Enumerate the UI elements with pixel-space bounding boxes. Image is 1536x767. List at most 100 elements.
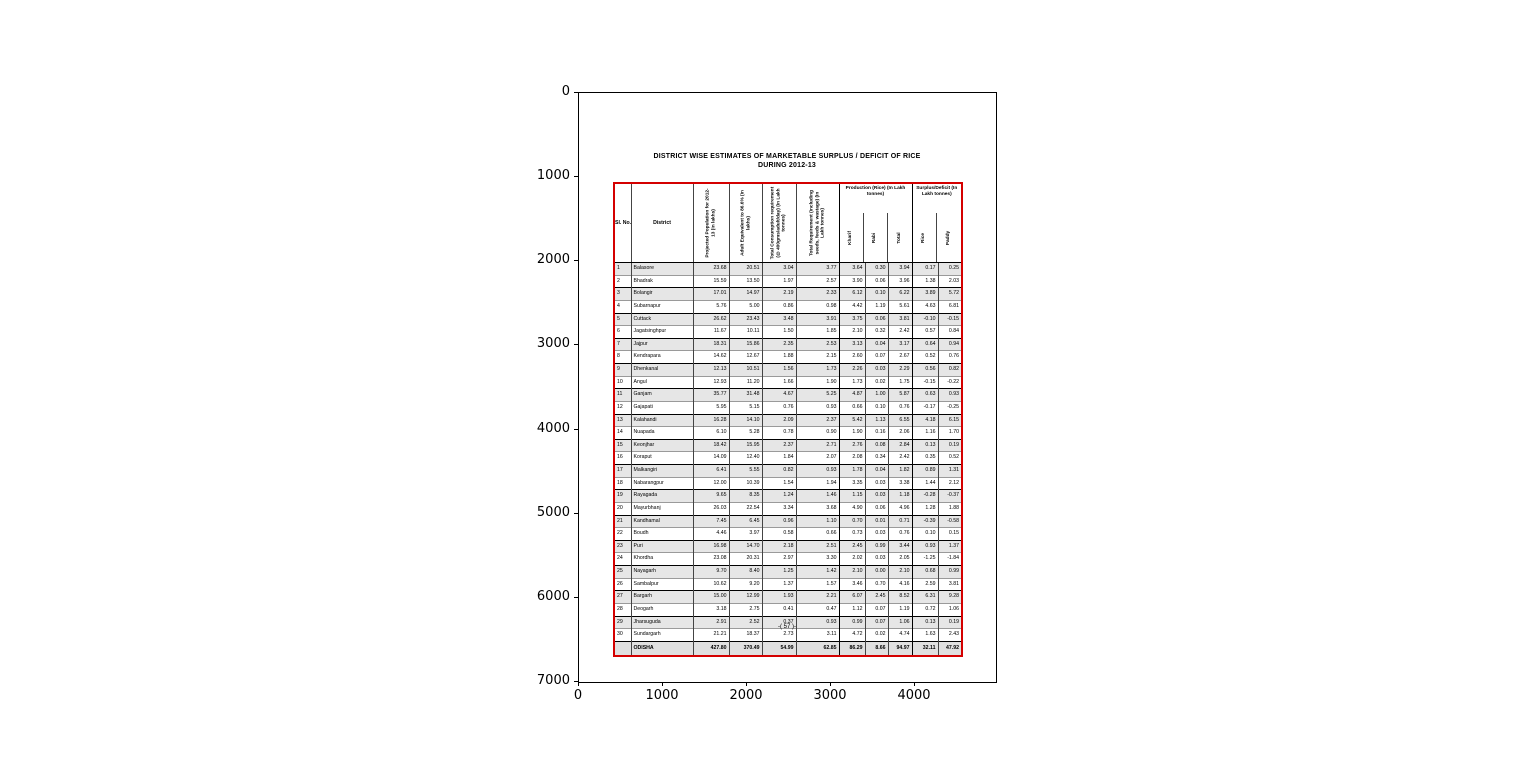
value-cell: 14.10 bbox=[728, 413, 762, 427]
value-cell: 62.85 bbox=[795, 640, 839, 656]
y-tick-label: 5000 bbox=[536, 504, 570, 520]
value-cell: 18.37 bbox=[728, 628, 762, 642]
value-cell: 0.82 bbox=[937, 363, 963, 377]
district-cell: Sambalpur bbox=[630, 577, 693, 591]
value-cell: 0.56 bbox=[911, 363, 938, 377]
table-row: 7 Jajpur 18.31 15.86 2.35 2.53 3.13 0.04 3.17 0.6… bbox=[613, 337, 963, 351]
value-cell: 15.86 bbox=[728, 337, 762, 351]
value-cell: 3.81 bbox=[887, 312, 912, 326]
value-cell: 1.38 bbox=[911, 274, 938, 288]
value-cell: 0.34 bbox=[864, 451, 888, 465]
district-cell: Jharsuguda bbox=[630, 615, 693, 629]
value-cell: 2.29 bbox=[887, 363, 912, 377]
value-cell: 4.42 bbox=[838, 299, 865, 313]
value-cell: 0.78 bbox=[761, 426, 796, 440]
district-cell: Cuttack bbox=[630, 312, 693, 326]
value-cell: 3.17 bbox=[887, 337, 912, 351]
value-cell: 5.76 bbox=[692, 299, 729, 313]
value-cell: 12.99 bbox=[728, 590, 762, 604]
value-cell: 2.10 bbox=[838, 565, 865, 579]
value-cell: 2.84 bbox=[887, 438, 912, 452]
value-cell: 1.12 bbox=[838, 602, 865, 616]
value-cell: 3.75 bbox=[838, 312, 865, 326]
value-cell: 2.51 bbox=[795, 539, 839, 553]
value-cell: 0.63 bbox=[911, 388, 938, 402]
value-cell: 6.15 bbox=[937, 413, 963, 427]
value-cell: 2.02 bbox=[838, 552, 865, 566]
table-row: 21 Kandhamal 7.45 6.45 0.96 1.10 0.70 0.01 0.71-… bbox=[613, 514, 963, 528]
value-cell: 12 bbox=[613, 400, 631, 414]
header-rabi: Rabi bbox=[862, 213, 887, 262]
surplus-deficit-table: Sl. No. District Projected Population fo… bbox=[613, 182, 964, 657]
value-cell: 0.19 bbox=[937, 615, 963, 629]
table-row: 15 Keonjhar 18.42 15.95 2.37 2.71 2.76 0.08 2.84… bbox=[613, 438, 963, 452]
district-cell: Subarnapur bbox=[630, 299, 693, 313]
value-cell: 2.45 bbox=[838, 539, 865, 553]
value-cell: 16.28 bbox=[692, 413, 729, 427]
table-row: 2 Bhadrak 15.59 13.50 1.97 2.57 3.90 0.06 3.96 1.… bbox=[613, 274, 963, 288]
value-cell: 2.26 bbox=[838, 363, 865, 377]
value-cell: 4.87 bbox=[838, 388, 865, 402]
value-cell: 2.57 bbox=[795, 274, 839, 288]
value-cell: 2.42 bbox=[887, 451, 912, 465]
value-cell: 0.01 bbox=[864, 514, 888, 528]
value-cell: 2.76 bbox=[838, 438, 865, 452]
value-cell: 2 bbox=[613, 274, 631, 288]
table-total-row: ODISHA 427.80 370.49 54.99 62.85 86.29 8.66 94.… bbox=[613, 640, 963, 656]
value-cell: 2.08 bbox=[838, 451, 865, 465]
x-tick-mark bbox=[578, 682, 579, 686]
value-cell: 1.19 bbox=[864, 299, 888, 313]
value-cell: 1.16 bbox=[911, 426, 938, 440]
value-cell: 0.10 bbox=[911, 527, 938, 541]
value-cell: 26.62 bbox=[692, 312, 729, 326]
x-tick-mark bbox=[914, 682, 915, 686]
y-tick-label: 3000 bbox=[536, 336, 570, 352]
table-body: 1 Balasore 23.68 20.51 3.04 3.77 3.64 0.30 3.94 0… bbox=[613, 262, 963, 642]
value-cell: 1.42 bbox=[795, 565, 839, 579]
value-cell: 14 bbox=[613, 426, 631, 440]
value-cell: 5.55 bbox=[728, 464, 762, 478]
header-paddy: Paddy bbox=[936, 213, 961, 262]
x-tick-label: 1000 bbox=[645, 688, 679, 703]
value-cell: 0.15 bbox=[937, 527, 963, 541]
value-cell: 2.42 bbox=[887, 325, 912, 339]
value-cell: 0.02 bbox=[864, 628, 888, 642]
value-cell: 12.67 bbox=[728, 350, 762, 364]
value-cell: 0.47 bbox=[795, 602, 839, 616]
value-cell: 17.01 bbox=[692, 287, 729, 301]
value-cell: 0.16 bbox=[864, 426, 888, 440]
value-cell: 22.54 bbox=[728, 501, 762, 515]
value-cell: 0.03 bbox=[864, 363, 888, 377]
table-title-line1: DISTRICT WISE ESTIMATES OF MARKETABLE SU… bbox=[653, 153, 921, 160]
value-cell: 5.72 bbox=[937, 287, 963, 301]
value-cell: 2.53 bbox=[795, 337, 839, 351]
value-cell: 1.15 bbox=[838, 489, 865, 503]
value-cell: 3.91 bbox=[795, 312, 839, 326]
value-cell: 12.00 bbox=[692, 476, 729, 490]
value-cell: 0.25 bbox=[937, 262, 963, 276]
value-cell: 0.41 bbox=[761, 602, 796, 616]
table-row: 13 Kalahandi 16.28 14.10 2.09 2.37 5.42 1.13 6.5… bbox=[613, 413, 963, 427]
value-cell: 3.34 bbox=[761, 501, 796, 515]
table-row: 5 Cuttack 26.62 23.43 3.48 3.91 3.75 0.06 3.81 -0… bbox=[613, 312, 963, 326]
value-cell: 0.70 bbox=[838, 514, 865, 528]
value-cell: 0.93 bbox=[795, 400, 839, 414]
value-cell: 2.07 bbox=[795, 451, 839, 465]
value-cell: 8 bbox=[613, 350, 631, 364]
district-cell: Kandhamal bbox=[630, 514, 693, 528]
value-cell: -0.17 bbox=[911, 400, 938, 414]
value-cell: 1.10 bbox=[795, 514, 839, 528]
value-cell: 25 bbox=[613, 565, 631, 579]
value-cell: 1.73 bbox=[838, 375, 865, 389]
header-production-group: Production (Rice) (In Lakh tonnes) Khari… bbox=[838, 183, 912, 263]
y-tick-label: 2000 bbox=[536, 252, 570, 268]
value-cell: 0.86 bbox=[761, 299, 796, 313]
value-cell: 2.97 bbox=[761, 552, 796, 566]
district-cell: Bhadrak bbox=[630, 274, 693, 288]
value-cell: 10.51 bbox=[728, 363, 762, 377]
value-cell: 0.03 bbox=[864, 489, 888, 503]
x-tick-label: 4000 bbox=[897, 688, 931, 703]
value-cell: 0.99 bbox=[838, 615, 865, 629]
value-cell: 2.35 bbox=[761, 337, 796, 351]
